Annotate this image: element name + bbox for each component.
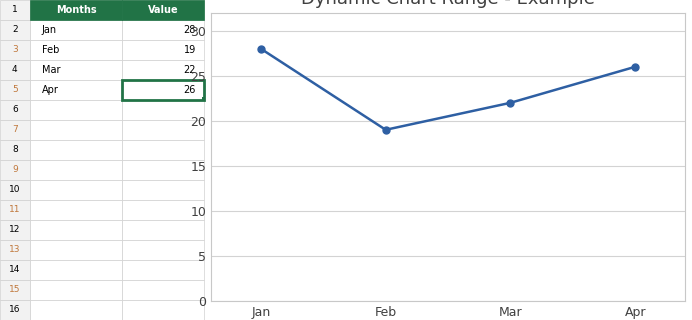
Text: 3: 3 — [12, 45, 18, 54]
Text: 9: 9 — [12, 165, 18, 174]
Bar — [122, 80, 204, 100]
Bar — [122, 160, 204, 180]
Bar — [30, 160, 122, 180]
Bar — [30, 260, 122, 280]
Bar — [30, 60, 122, 80]
Bar — [30, 220, 122, 240]
Bar — [122, 60, 204, 80]
Bar — [0, 120, 30, 140]
Bar — [202, 97, 204, 100]
Text: Months: Months — [56, 5, 96, 15]
Bar — [0, 300, 30, 320]
Text: 26: 26 — [183, 85, 196, 95]
Bar — [122, 260, 204, 280]
Bar — [0, 140, 30, 160]
Bar — [122, 220, 204, 240]
Text: 28: 28 — [183, 25, 196, 35]
Text: 4: 4 — [12, 66, 17, 75]
Bar — [122, 120, 204, 140]
Bar — [122, 300, 204, 320]
Text: 7: 7 — [12, 125, 18, 134]
Bar — [30, 180, 122, 200]
Bar — [30, 100, 122, 120]
Text: 6: 6 — [12, 106, 18, 115]
Bar — [0, 80, 30, 100]
Bar — [0, 240, 30, 260]
Text: 15: 15 — [9, 285, 21, 294]
Bar — [0, 160, 30, 180]
Bar — [122, 100, 204, 120]
Bar — [30, 0, 122, 20]
Text: 2: 2 — [12, 26, 17, 35]
Bar — [30, 20, 122, 40]
Text: 8: 8 — [12, 146, 18, 155]
Bar — [30, 300, 122, 320]
Bar — [30, 240, 122, 260]
Bar — [30, 140, 122, 160]
Text: 22: 22 — [183, 65, 196, 75]
Text: 14: 14 — [9, 266, 21, 275]
Bar — [30, 280, 122, 300]
Bar — [0, 180, 30, 200]
Text: Value: Value — [148, 5, 179, 15]
Bar — [0, 280, 30, 300]
Text: 11: 11 — [9, 205, 21, 214]
Bar — [122, 280, 204, 300]
Bar — [0, 200, 30, 220]
Text: Apr: Apr — [42, 85, 59, 95]
Bar — [30, 80, 122, 100]
Bar — [0, 100, 30, 120]
Bar — [122, 40, 204, 60]
Title: Dynamic Chart Range - Example: Dynamic Chart Range - Example — [301, 0, 595, 8]
Text: 5: 5 — [12, 85, 18, 94]
Bar — [122, 0, 204, 20]
Bar — [0, 260, 30, 280]
Bar — [122, 140, 204, 160]
Bar — [30, 40, 122, 60]
Bar — [0, 60, 30, 80]
Text: 13: 13 — [9, 245, 21, 254]
Bar — [0, 220, 30, 240]
Bar — [122, 0, 204, 20]
Text: 12: 12 — [9, 226, 21, 235]
Text: 19: 19 — [183, 45, 196, 55]
Text: Feb: Feb — [42, 45, 60, 55]
Bar — [122, 80, 204, 100]
Text: 16: 16 — [9, 306, 21, 315]
Bar — [122, 200, 204, 220]
Text: 10: 10 — [9, 186, 21, 195]
Text: 1: 1 — [12, 5, 18, 14]
Bar — [122, 180, 204, 200]
Bar — [0, 40, 30, 60]
Bar — [122, 20, 204, 40]
Bar — [122, 240, 204, 260]
Bar — [30, 0, 122, 20]
Text: Jan: Jan — [42, 25, 57, 35]
Bar — [30, 120, 122, 140]
Text: Mar: Mar — [42, 65, 60, 75]
Bar — [0, 20, 30, 40]
Bar — [30, 200, 122, 220]
Bar — [0, 0, 30, 20]
